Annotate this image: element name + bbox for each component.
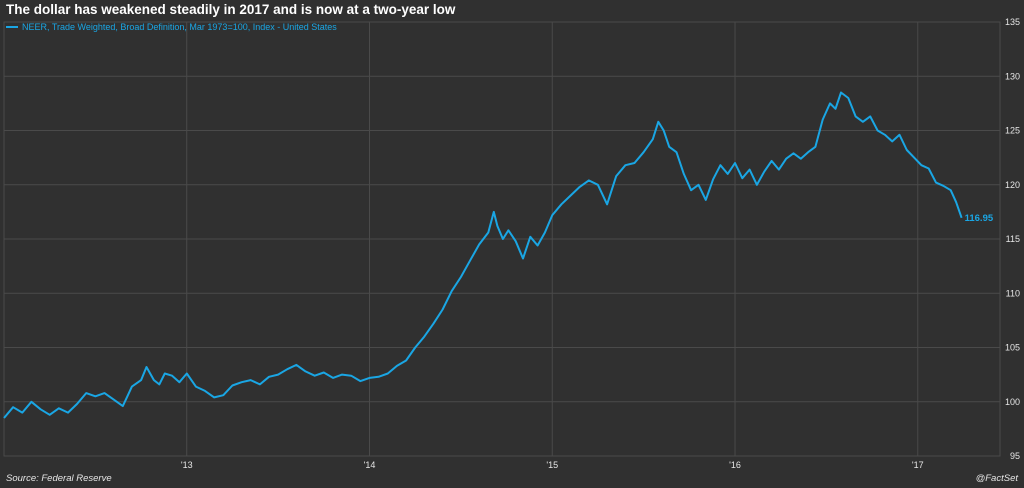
chart-title: The dollar has weakened steadily in 2017…	[6, 2, 456, 17]
y-tick-label: 115	[1006, 234, 1020, 244]
y-tick-label: 135	[1005, 17, 1020, 27]
x-tick-label: '14	[364, 460, 376, 470]
end-value-label: 116.95	[965, 213, 994, 224]
y-tick-label: 95	[1010, 451, 1020, 461]
y-tick-label: 110	[1006, 288, 1020, 298]
y-tick-label: 105	[1005, 343, 1020, 353]
legend-swatch	[6, 26, 18, 28]
y-tick-label: 120	[1005, 180, 1020, 190]
series-lines	[3, 91, 963, 419]
y-tick-label: 130	[1005, 71, 1020, 81]
y-tick-label: 100	[1005, 397, 1020, 407]
x-tick-label: '16	[729, 460, 741, 470]
legend-label: NEER, Trade Weighted, Broad Definition, …	[22, 22, 337, 32]
x-tick-label: '15	[546, 460, 558, 470]
credit-note: @FactSet	[975, 473, 1018, 484]
series-line	[3, 91, 963, 419]
legend: NEER, Trade Weighted, Broad Definition, …	[6, 22, 337, 32]
source-note: Source: Federal Reserve	[6, 473, 112, 484]
y-axis-labels: 95 100 105 110 115 120 125 130 135	[1005, 17, 1020, 461]
end-value-label-group: 116.95	[965, 213, 994, 224]
y-tick-label: 125	[1005, 126, 1020, 136]
x-axis-labels: '13 '14 '15 '16 '17	[181, 460, 924, 470]
x-tick-label: '17	[912, 460, 924, 470]
grid-lines	[3, 21, 1001, 457]
x-tick-label: '13	[181, 460, 193, 470]
